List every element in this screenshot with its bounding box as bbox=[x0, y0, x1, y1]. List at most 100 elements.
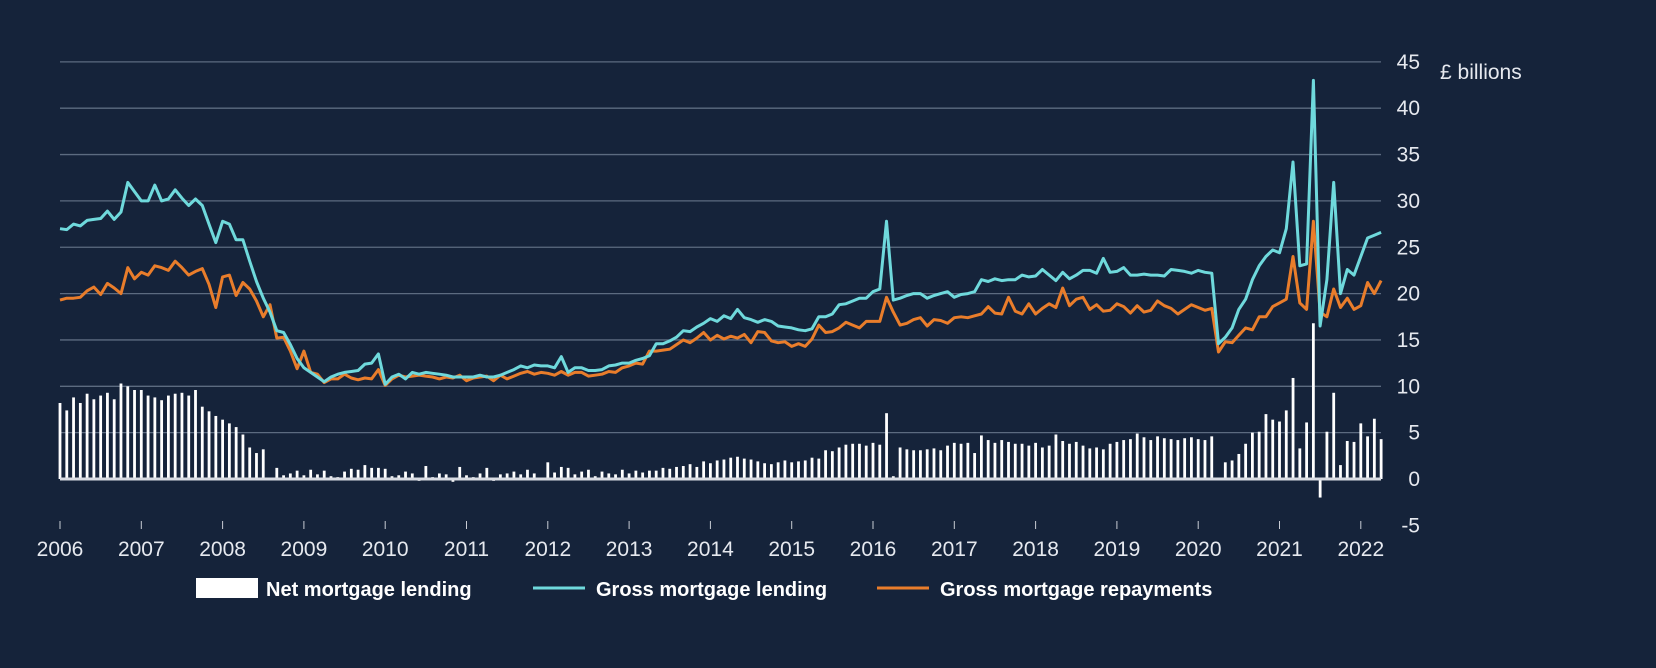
net-lending-bar bbox=[498, 474, 502, 479]
net-lending-bar bbox=[817, 458, 821, 479]
x-tick-label: 2010 bbox=[362, 538, 409, 561]
net-lending-bar bbox=[458, 466, 462, 479]
net-lending-bar bbox=[526, 469, 529, 479]
net-lending-bar bbox=[167, 395, 170, 479]
net-lending-bar bbox=[1190, 437, 1193, 479]
net-lending-bar bbox=[769, 464, 773, 479]
x-tick-label: 2009 bbox=[281, 538, 328, 561]
x-tick-label: 2007 bbox=[118, 538, 165, 561]
net-lending-bar bbox=[485, 467, 489, 479]
x-tick-label: 2018 bbox=[1012, 538, 1059, 561]
net-lending-bar bbox=[1230, 460, 1234, 479]
net-lending-bar bbox=[980, 435, 983, 479]
net-lending-bar bbox=[1210, 436, 1214, 479]
net-lending-bar bbox=[370, 467, 374, 479]
net-lending-bar bbox=[932, 448, 936, 479]
net-lending-bar bbox=[1101, 449, 1105, 479]
net-lending-bar bbox=[1169, 439, 1173, 479]
net-lending-bar bbox=[1122, 440, 1126, 479]
x-tick-label: 2014 bbox=[687, 538, 734, 561]
net-lending-bar bbox=[1156, 436, 1159, 479]
y-tick-label: 30 bbox=[1397, 190, 1420, 213]
net-lending-bar bbox=[275, 467, 279, 479]
legend-label-gross-lending: Gross mortgage lending bbox=[596, 579, 827, 601]
net-lending-bars bbox=[58, 323, 1383, 498]
net-lending-bar bbox=[106, 392, 109, 479]
net-lending-bar bbox=[864, 445, 868, 479]
net-lending-bar bbox=[532, 473, 536, 479]
net-lending-bar bbox=[580, 471, 584, 479]
net-lending-bar bbox=[153, 397, 157, 479]
net-lending-bar bbox=[227, 423, 231, 479]
net-lending-bar bbox=[302, 475, 306, 479]
net-lending-bar bbox=[410, 473, 414, 479]
x-axis-ticks: 2006 2007 2008 2009 2010 2011 2012 2013 2014 2015… bbox=[37, 521, 1384, 561]
net-lending-bar bbox=[1223, 462, 1227, 479]
net-lending-bar bbox=[681, 466, 685, 479]
net-lending-bar bbox=[1013, 443, 1017, 479]
net-lending-bar bbox=[377, 467, 380, 479]
net-lending-bar bbox=[797, 461, 800, 479]
net-lending-bar bbox=[1379, 439, 1383, 479]
net-lending-bar bbox=[1007, 441, 1010, 479]
net-lending-bar bbox=[1095, 447, 1098, 479]
net-lending-bar bbox=[397, 475, 401, 479]
net-lending-bar bbox=[288, 473, 292, 479]
net-lending-bar bbox=[810, 457, 814, 479]
y-tick-label: 25 bbox=[1397, 236, 1420, 259]
net-lending-bar bbox=[952, 442, 956, 479]
net-lending-bar bbox=[1359, 423, 1363, 479]
net-lending-bar bbox=[72, 397, 75, 479]
net-lending-bar bbox=[736, 456, 739, 479]
gross-repayments-line bbox=[59, 219, 1383, 387]
net-lending-bar bbox=[756, 461, 760, 479]
net-lending-bar bbox=[119, 383, 123, 479]
net-lending-bar bbox=[654, 470, 658, 479]
net-lending-bar bbox=[898, 447, 902, 479]
net-lending-bar bbox=[742, 458, 746, 479]
gross-lending-line bbox=[59, 78, 1382, 386]
y-axis-ticks: -5 0 5 10 15 20 25 30 35 40 45 bbox=[1397, 51, 1420, 537]
net-lending-bar bbox=[1257, 431, 1261, 479]
legend-swatch-net bbox=[196, 578, 258, 598]
series-lines bbox=[59, 78, 1383, 387]
x-tick-label: 2011 bbox=[444, 538, 489, 561]
net-lending-bar bbox=[1176, 440, 1180, 479]
net-lending-bar bbox=[1311, 323, 1315, 479]
net-lending-bar bbox=[614, 474, 617, 479]
net-lending-bar bbox=[160, 400, 164, 479]
net-lending-bar bbox=[600, 471, 604, 479]
net-lending-bar bbox=[966, 442, 970, 479]
net-lending-bar bbox=[986, 440, 990, 479]
net-lending-bar bbox=[1345, 440, 1349, 479]
net-lending-bar bbox=[946, 445, 949, 479]
net-lending-bar bbox=[78, 402, 82, 479]
net-lending-bar bbox=[99, 395, 103, 479]
net-lending-bar bbox=[234, 427, 238, 479]
net-lending-bar bbox=[1047, 445, 1051, 479]
net-lending-bar bbox=[241, 434, 245, 479]
net-lending-bar bbox=[316, 474, 319, 479]
y-tick-label: 5 bbox=[1408, 422, 1420, 445]
y-tick-label: 40 bbox=[1397, 97, 1420, 120]
net-lending-bar bbox=[553, 472, 556, 479]
net-lending-bar bbox=[587, 469, 590, 479]
net-lending-bar bbox=[112, 399, 116, 479]
net-lending-bar bbox=[1074, 441, 1078, 479]
net-lending-bar bbox=[187, 395, 191, 479]
net-lending-bar bbox=[973, 453, 977, 479]
net-lending-bar bbox=[1061, 440, 1065, 479]
net-lending-bar bbox=[688, 464, 692, 479]
net-lending-bar bbox=[438, 473, 441, 479]
net-lending-bar bbox=[1284, 410, 1288, 479]
net-lending-bar bbox=[214, 415, 218, 479]
net-lending-bar bbox=[919, 450, 922, 479]
net-lending-bar bbox=[1298, 448, 1302, 479]
net-lending-bar bbox=[1183, 438, 1187, 479]
net-lending-bar bbox=[776, 462, 780, 479]
net-lending-bar bbox=[1149, 440, 1153, 479]
net-lending-bar bbox=[1020, 443, 1024, 479]
net-lending-bar bbox=[573, 474, 577, 479]
net-lending-bar bbox=[830, 451, 834, 479]
net-lending-bar bbox=[1027, 445, 1031, 479]
